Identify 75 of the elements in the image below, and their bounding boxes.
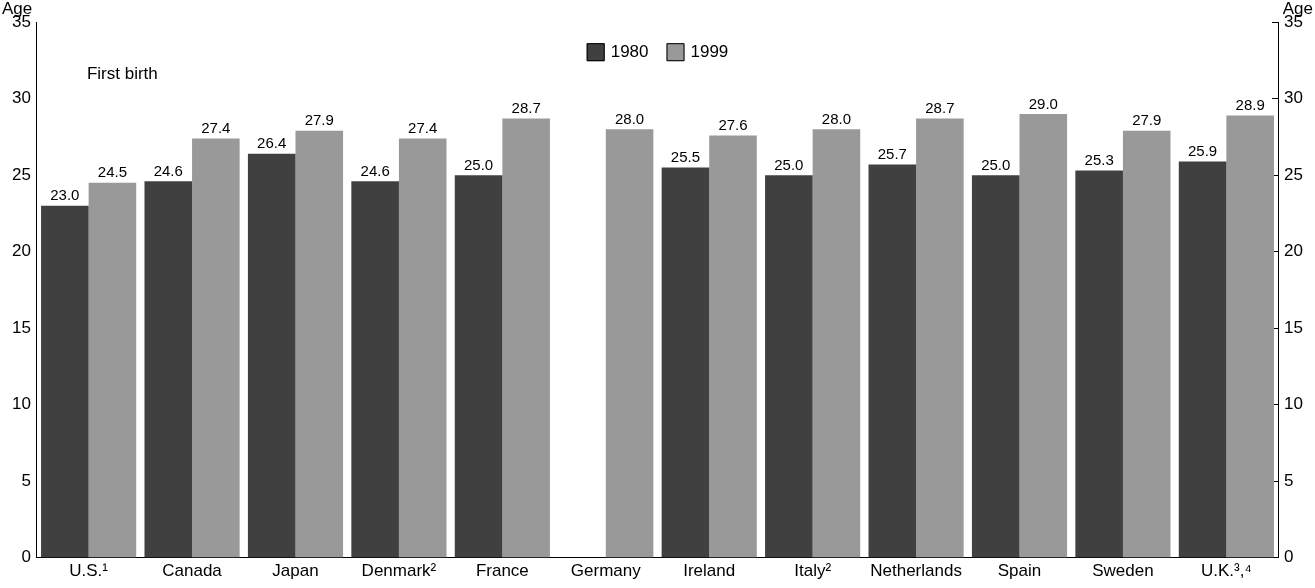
- data-label: 28.9: [1235, 96, 1265, 114]
- data-label: 25.3: [1084, 151, 1114, 169]
- data-label: 27.4: [201, 119, 231, 137]
- x-tick-label: U.S.¹: [69, 561, 109, 581]
- y2-tick-label: 20: [1284, 241, 1304, 261]
- bar: [1226, 115, 1274, 558]
- bar: [765, 175, 813, 558]
- x-tick-label: Denmark²: [361, 561, 437, 581]
- y2-tick-label: 15: [1284, 317, 1304, 337]
- y-tick-label: 0: [21, 547, 31, 567]
- y-tick-label: 5: [21, 470, 31, 490]
- y2-tick-label: 10: [1284, 394, 1304, 414]
- data-label: 25.0: [463, 155, 494, 173]
- data-label: 28.0: [821, 109, 852, 127]
- bar: [454, 175, 503, 558]
- x-tick-label: Italy²: [794, 561, 832, 581]
- y-tick-label: 30: [11, 88, 31, 108]
- bar: [1075, 170, 1123, 558]
- bar: [398, 138, 447, 558]
- bar: [88, 182, 137, 558]
- x-tick-label: France: [475, 561, 529, 581]
- data-label: 27.9: [1132, 111, 1162, 129]
- legend-label: 1999: [690, 41, 729, 61]
- bar: [916, 118, 964, 558]
- data-label: 24.6: [153, 161, 183, 179]
- bar: [247, 153, 296, 558]
- bar: [502, 118, 550, 558]
- data-label: 28.0: [614, 109, 645, 127]
- legend-label: 1980: [610, 41, 649, 61]
- x-tick-label: U.K.³,⁴: [1200, 561, 1252, 581]
- x-tick-label: Japan: [272, 561, 319, 581]
- bar: [1122, 130, 1171, 558]
- x-tick-label: Netherlands: [870, 561, 962, 581]
- data-label: 24.6: [360, 161, 390, 179]
- data-label: 27.4: [408, 119, 438, 137]
- data-label: 26.4: [257, 134, 287, 152]
- annotation: First birth: [86, 63, 158, 83]
- x-tick-label: Sweden: [1092, 561, 1154, 581]
- data-label: 28.7: [511, 99, 541, 117]
- bar: [661, 167, 710, 558]
- bar: [295, 130, 344, 558]
- data-label: 25.0: [774, 155, 804, 173]
- bar: [971, 175, 1020, 558]
- data-label: 25.7: [877, 145, 907, 163]
- x-tick-label: Spain: [997, 561, 1042, 581]
- bar: [605, 129, 654, 558]
- data-label: 27.6: [718, 116, 748, 134]
- x-tick-label: Ireland: [683, 561, 736, 581]
- bar: [1019, 113, 1068, 558]
- bar: [868, 164, 917, 558]
- bar: [351, 181, 399, 558]
- y-tick-label: 10: [11, 394, 31, 414]
- data-label: 28.7: [925, 99, 955, 117]
- x-tick-label: Canada: [162, 561, 223, 581]
- y2-tick-label: 0: [1284, 547, 1294, 567]
- bar: [192, 138, 240, 558]
- y2-tick-label: 25: [1284, 164, 1304, 184]
- data-label: 25.0: [981, 155, 1011, 173]
- data-label: 25.9: [1187, 142, 1218, 160]
- y-tick-label: 20: [11, 241, 31, 261]
- y-tick-label: 15: [11, 317, 31, 337]
- data-label: 24.5: [97, 163, 128, 181]
- data-label: 25.5: [670, 148, 701, 166]
- bar: [41, 205, 89, 558]
- bar: [709, 135, 757, 558]
- y-tick-label: 25: [11, 164, 31, 184]
- x-tick-label: Germany: [570, 561, 642, 581]
- bar: [812, 129, 861, 558]
- bar: [144, 181, 193, 558]
- data-label: 29.0: [1028, 94, 1058, 112]
- y2-tick-label: 30: [1284, 88, 1304, 108]
- data-label: 27.9: [304, 111, 334, 129]
- y2-tick-label: 5: [1284, 470, 1294, 490]
- bar: [1178, 161, 1227, 558]
- data-label: 23.0: [50, 186, 80, 204]
